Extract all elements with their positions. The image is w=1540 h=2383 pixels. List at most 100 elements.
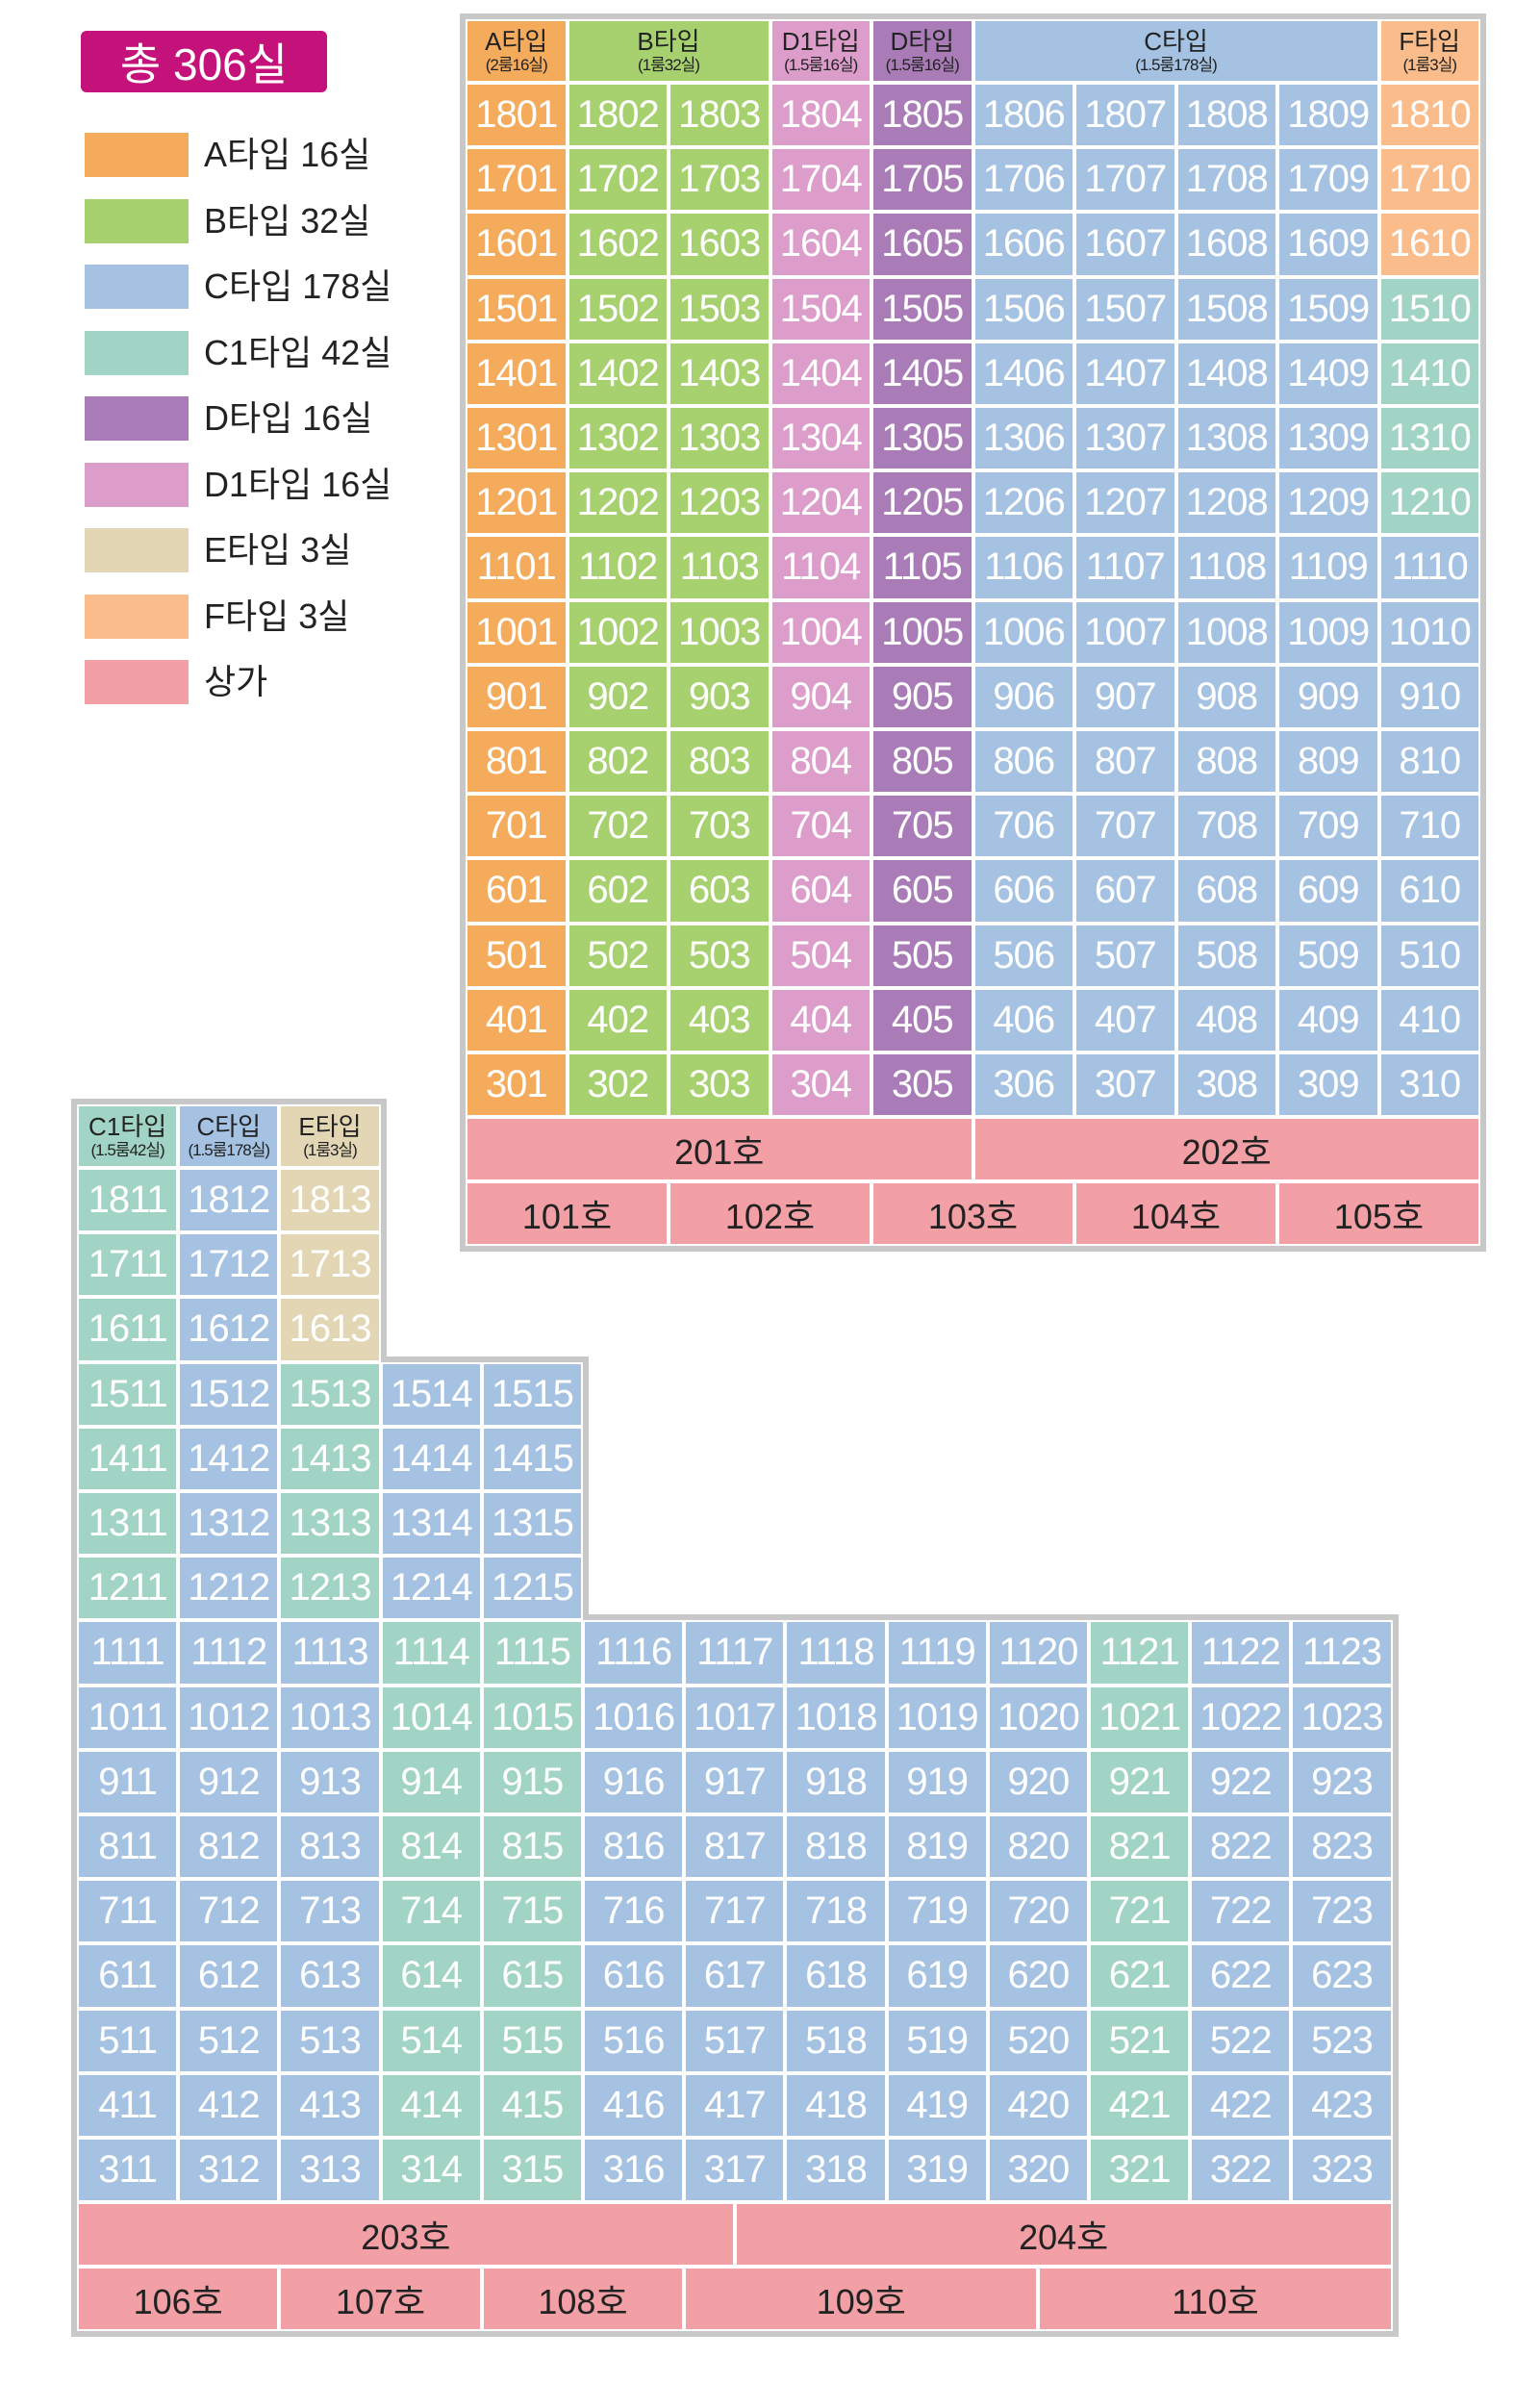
unit-cell: 1503 xyxy=(669,276,770,342)
type-header-subtitle: (2룸16실) xyxy=(485,56,548,74)
unit-cell: 1116 xyxy=(583,1620,685,1686)
unit-cell: 1711 xyxy=(77,1232,179,1298)
legend-label: B타입 32실 xyxy=(204,200,371,241)
unit-cell: 807 xyxy=(1074,729,1176,795)
type-header-d: D타입 (1.5룸16실) xyxy=(871,19,973,83)
type-header-title: A타입 xyxy=(485,27,548,56)
unit-cell: 816 xyxy=(583,1814,685,1880)
unit-cell: 404 xyxy=(770,987,871,1052)
unit-cell: 1308 xyxy=(1175,406,1277,471)
legend-swatch xyxy=(85,265,189,309)
unit-cell: 306 xyxy=(972,1052,1074,1118)
unit-cell: 606 xyxy=(972,858,1074,924)
unit-cell: 1202 xyxy=(567,470,669,536)
unit-cell: 822 xyxy=(1190,1814,1292,1880)
unit-cell: 615 xyxy=(481,1943,583,2009)
unit-cell: 1710 xyxy=(1378,147,1480,213)
type-header-d1: D1타입 (1.5룸16실) xyxy=(770,19,871,83)
unit-cell: 1404 xyxy=(770,341,871,406)
unit-cell: 1310 xyxy=(1378,406,1480,471)
unit-cell: 420 xyxy=(987,2072,1089,2138)
legend-swatch xyxy=(85,528,189,572)
unit-cell: 314 xyxy=(380,2138,482,2203)
legend-swatch xyxy=(85,462,189,507)
unit-cell: 517 xyxy=(684,2008,786,2073)
unit-cell: 1019 xyxy=(886,1685,988,1750)
unit-cell: 1115 xyxy=(481,1620,583,1686)
unit-cell: 1103 xyxy=(669,535,770,600)
unit-cell: 502 xyxy=(567,923,669,988)
unit-cell: 503 xyxy=(669,923,770,988)
unit-cell: 418 xyxy=(785,2072,887,2138)
unit-cell: 1808 xyxy=(1175,83,1277,148)
type-header-title: F타입 xyxy=(1399,27,1461,56)
shop-unit: 104호 xyxy=(1074,1181,1277,1247)
unit-cell: 312 xyxy=(178,2138,280,2203)
unit-cell: 1410 xyxy=(1378,341,1480,406)
shop-unit: 203호 xyxy=(77,2202,735,2268)
unit-cell: 706 xyxy=(972,794,1074,859)
unit-cell: 512 xyxy=(178,2008,280,2073)
type-header-subtitle: (1.5룸16실) xyxy=(784,56,858,74)
unit-cell: 607 xyxy=(1074,858,1176,924)
unit-cell: 1704 xyxy=(770,147,871,213)
unit-cell: 1102 xyxy=(567,535,669,600)
unit-cell: 1304 xyxy=(770,406,871,471)
unit-cell: 716 xyxy=(583,1879,685,1944)
unit-cell: 913 xyxy=(279,1749,381,1814)
unit-cell: 1812 xyxy=(178,1168,280,1233)
unit-cell: 705 xyxy=(871,794,973,859)
unit-cell: 519 xyxy=(886,2008,988,2073)
unit-cell: 1806 xyxy=(972,83,1074,148)
legend-swatch xyxy=(85,594,189,639)
unit-cell: 1311 xyxy=(77,1491,179,1557)
type-header-c: C타입 (1.5룸178실) xyxy=(972,19,1379,83)
type-header-subtitle: (1룸3실) xyxy=(303,1141,358,1159)
legend-label: C1타입 42실 xyxy=(204,332,392,372)
unit-cell: 803 xyxy=(669,729,770,795)
unit-cell: 719 xyxy=(886,1879,988,1944)
unit-cell: 1111 xyxy=(77,1620,179,1686)
unit-cell: 1114 xyxy=(380,1620,482,1686)
unit-cell: 1112 xyxy=(178,1620,280,1686)
unit-cell: 910 xyxy=(1378,664,1480,729)
unit-cell: 1709 xyxy=(1277,147,1379,213)
unit-cell: 1303 xyxy=(669,406,770,471)
unit-cell: 920 xyxy=(987,1749,1089,1814)
legend-swatch xyxy=(85,133,189,177)
unit-cell: 1109 xyxy=(1277,535,1379,600)
unit-cell: 413 xyxy=(279,2072,381,2138)
unit-cell: 1802 xyxy=(567,83,669,148)
unit-cell: 515 xyxy=(481,2008,583,2073)
unit-cell: 1022 xyxy=(1190,1685,1292,1750)
legend-swatch xyxy=(85,330,189,375)
unit-cell: 303 xyxy=(669,1052,770,1118)
unit-cell: 808 xyxy=(1175,729,1277,795)
unit-cell: 901 xyxy=(466,664,568,729)
unit-cell: 1119 xyxy=(886,1620,988,1686)
unit-cell: 415 xyxy=(481,2072,583,2138)
unit-cell: 1207 xyxy=(1074,470,1176,536)
unit-cell: 1107 xyxy=(1074,535,1176,600)
unit-cell: 1501 xyxy=(466,276,568,342)
unit-cell: 1007 xyxy=(1074,599,1176,665)
unit-cell: 302 xyxy=(567,1052,669,1118)
unit-cell: 317 xyxy=(684,2138,786,2203)
unit-cell: 1301 xyxy=(466,406,568,471)
unit-cell: 1810 xyxy=(1378,83,1480,148)
unit-cell: 405 xyxy=(871,987,973,1052)
unit-cell: 1113 xyxy=(279,1620,381,1686)
unit-cell: 520 xyxy=(987,2008,1089,2073)
unit-cell: 1602 xyxy=(567,212,669,277)
unit-cell: 1214 xyxy=(380,1556,482,1621)
unit-cell: 1110 xyxy=(1378,535,1480,600)
unit-cell: 323 xyxy=(1291,2138,1393,2203)
unit-cell: 614 xyxy=(380,1943,482,2009)
unit-cell: 1411 xyxy=(77,1426,179,1491)
unit-cell: 911 xyxy=(77,1749,179,1814)
unit-cell: 1210 xyxy=(1378,470,1480,536)
unit-cell: 1001 xyxy=(466,599,568,665)
unit-cell: 1611 xyxy=(77,1297,179,1362)
unit-cell: 1403 xyxy=(669,341,770,406)
unit-cell: 905 xyxy=(871,664,973,729)
